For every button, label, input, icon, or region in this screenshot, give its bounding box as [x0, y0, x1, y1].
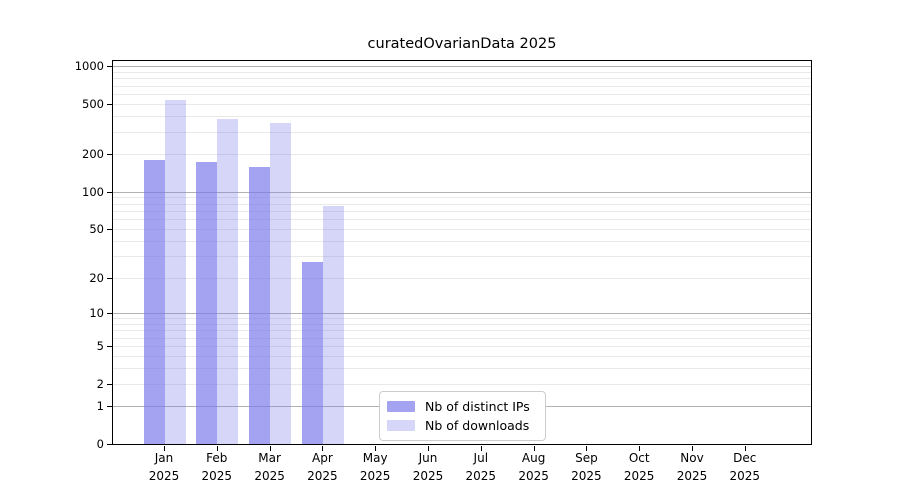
x-tick-label: Mar 2025 [254, 451, 285, 483]
y-tick-mark [107, 153, 112, 155]
y-tick-label: 2 [96, 376, 104, 391]
gridline-minor [113, 383, 811, 385]
gridline-minor [113, 78, 811, 80]
x-tick-mark [639, 446, 641, 451]
y-tick-label: 1000 [74, 59, 104, 74]
y-tick-mark [107, 228, 112, 230]
x-tick-label: May 2025 [359, 451, 391, 483]
gridline-minor [113, 219, 811, 221]
gridline-minor [113, 318, 811, 320]
x-tick-label: Sep 2025 [571, 451, 602, 483]
gridline-minor [113, 203, 811, 205]
x-tick-label: Apr 2025 [307, 451, 338, 483]
y-tick-mark [107, 346, 112, 348]
y-tick-label: 0 [96, 437, 104, 451]
x-tick-label: Nov 2025 [676, 451, 708, 483]
legend-item: Nb of downloads [387, 416, 537, 435]
y-tick-label: 50 [89, 221, 104, 236]
plot-area: Nb of distinct IPs Nb of downloads [112, 60, 812, 445]
gridline-minor [113, 197, 811, 199]
gridline-minor [113, 330, 811, 332]
y-tick-label: 500 [82, 97, 104, 112]
gridline-minor [113, 94, 811, 96]
x-tick-label: Dec 2025 [729, 451, 761, 483]
y-tick-label: 10 [89, 305, 104, 320]
gridline-major [113, 66, 811, 68]
x-tick-label: Jul 2025 [465, 451, 497, 483]
y-tick-label: 100 [82, 184, 104, 199]
gridline-minor [113, 337, 811, 339]
x-tick-mark [744, 446, 746, 451]
bar-downloads [270, 122, 292, 444]
gridline-minor [113, 116, 811, 118]
gridline-major [113, 191, 811, 193]
y-tick-mark [107, 312, 112, 314]
legend-swatch-downloads [387, 420, 415, 431]
gridline-minor [113, 210, 811, 212]
gridline-minor [113, 368, 811, 370]
gridline-minor [113, 104, 811, 106]
y-tick-label: 200 [82, 146, 104, 161]
gridline-minor [113, 346, 811, 348]
bar-downloads [164, 99, 186, 444]
bar-downloads [217, 119, 239, 444]
y-tick-mark [107, 191, 112, 193]
bar-distinct-ips [143, 160, 165, 444]
gridline-minor [113, 355, 811, 357]
x-tick-mark [533, 446, 535, 451]
x-tick-mark [692, 446, 693, 451]
x-tick-label: Oct 2025 [623, 451, 655, 483]
gridlines [113, 61, 811, 444]
x-tick-label: Jan 2025 [148, 451, 180, 483]
y-tick-mark [107, 383, 112, 385]
y-tick-mark [107, 66, 112, 68]
x-tick-mark [269, 446, 271, 451]
x-tick-mark [216, 446, 218, 451]
gridline-minor [113, 323, 811, 325]
x-tick-label: Jun 2025 [412, 451, 444, 483]
bar-downloads [322, 206, 344, 444]
gridline-minor [113, 228, 811, 230]
bar-distinct-ips [301, 261, 323, 444]
gridline-minor [113, 131, 811, 133]
y-tick-mark [107, 104, 112, 106]
y-tick-mark [107, 444, 112, 445]
chart-title: curatedOvarianData 2025 [367, 36, 557, 52]
gridline-minor [113, 277, 811, 279]
x-tick-mark [375, 446, 377, 451]
x-tick-label: Aug 2025 [518, 451, 549, 483]
bars [113, 61, 811, 444]
gridline-minor [113, 153, 811, 155]
x-tick-mark [428, 446, 429, 451]
x-tick-label: Feb 2025 [201, 451, 233, 483]
gridline-minor [113, 85, 811, 87]
x-tick-mark [322, 446, 324, 451]
x-tick-mark [164, 446, 165, 451]
bar-distinct-ips [196, 162, 218, 444]
x-tick-mark [586, 446, 588, 451]
x-tick-mark [480, 446, 482, 451]
gridline-minor [113, 71, 811, 73]
legend-label: Nb of distinct IPs [425, 399, 530, 414]
y-tick-label: 1 [96, 399, 104, 414]
gridline-major [113, 312, 811, 314]
legend: Nb of distinct IPs Nb of downloads [379, 391, 546, 441]
y-tick-mark [107, 277, 112, 279]
y-tick-mark [107, 406, 112, 408]
legend-swatch-distinct-ips [387, 401, 415, 412]
y-tick-label: 20 [89, 270, 104, 285]
bar-distinct-ips [249, 166, 271, 444]
gridline-minor [113, 256, 811, 258]
y-tick-label: 5 [96, 339, 104, 354]
legend-item: Nb of distinct IPs [387, 397, 537, 416]
legend-label: Nb of downloads [425, 418, 530, 433]
gridline-minor [113, 240, 811, 242]
